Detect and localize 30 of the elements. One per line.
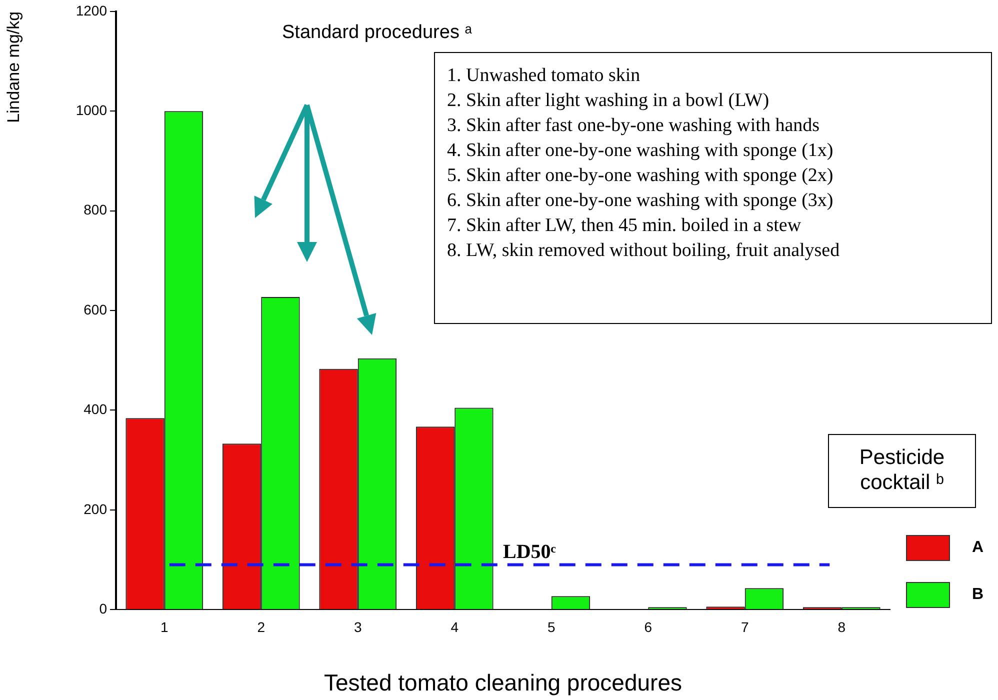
x-tick-label: 1 xyxy=(160,618,168,635)
y-tick-label: 1200 xyxy=(76,2,108,18)
y-tick-label: 400 xyxy=(84,401,108,418)
annotation: 7. Skin after LW, then 45 min. boiled in a stew xyxy=(447,214,802,238)
x-tick-label: 7 xyxy=(740,618,749,635)
x-tick-label: 8 xyxy=(838,618,846,635)
y-tick-label: 800 xyxy=(84,202,108,218)
annotation: 1. Unwashed tomato skin xyxy=(447,64,642,88)
x-tick-label: 2 xyxy=(257,618,266,635)
annotation: 4. Skin after one-by-one washing with sponge (1x) xyxy=(447,139,834,163)
x-axis-title: Tested tomato cleaning procedures xyxy=(324,670,682,696)
y-tick-label: 200 xyxy=(84,500,108,517)
legend-label: B xyxy=(972,586,984,604)
y-tick-label: 600 xyxy=(84,301,108,318)
x-tick-label: 4 xyxy=(450,618,459,635)
y-tick-label: 1000 xyxy=(76,102,108,118)
y-axis-title: Lindane mg/kg xyxy=(4,11,23,123)
annotation: 5. Skin after one-by-one washing with sponge (2x) xyxy=(447,164,834,188)
legend-title-box: Pesticide cocktail ᵇ xyxy=(828,434,976,508)
annotation: Standard procedures ᵃ xyxy=(282,21,472,45)
x-tick-label: 6 xyxy=(644,618,652,635)
x-tick-label: 5 xyxy=(547,618,556,635)
annotation: 3. Skin after fast one-by-one washing with hands xyxy=(447,114,821,138)
ref-line-label: LD50ᶜ xyxy=(503,540,556,563)
annotation: 6. Skin after one-by-one washing with sponge (3x) xyxy=(447,189,834,213)
legend-label: A xyxy=(972,539,984,557)
y-tick-label: 0 xyxy=(99,600,108,616)
x-tick-label: 3 xyxy=(354,618,362,635)
annotation: 8. LW, skin removed without boiling, fruit analysed xyxy=(447,239,841,263)
annotation: 2. Skin after light washing in a bowl (LW) xyxy=(447,89,770,113)
